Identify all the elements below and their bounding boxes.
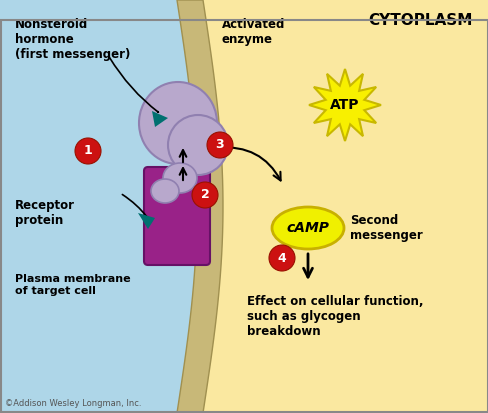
- Circle shape: [268, 245, 294, 271]
- Ellipse shape: [139, 82, 217, 164]
- Text: 1: 1: [83, 145, 92, 157]
- Text: cAMP: cAMP: [286, 221, 329, 235]
- Ellipse shape: [168, 115, 227, 175]
- Text: 3: 3: [215, 138, 224, 152]
- Text: Plasma membrane
of target cell: Plasma membrane of target cell: [15, 274, 130, 296]
- Text: Effect on cellular function,
such as glycogen
breakdown: Effect on cellular function, such as gly…: [246, 295, 423, 338]
- Text: ATP: ATP: [329, 98, 359, 112]
- Text: Receptor
protein: Receptor protein: [15, 199, 75, 227]
- Ellipse shape: [271, 207, 343, 249]
- Text: ©Addison Wesley Longman, Inc.: ©Addison Wesley Longman, Inc.: [5, 399, 141, 408]
- Text: CYTOPLASM: CYTOPLASM: [367, 13, 471, 28]
- Text: 2: 2: [200, 188, 209, 202]
- FancyBboxPatch shape: [143, 167, 209, 265]
- Polygon shape: [152, 111, 168, 127]
- Polygon shape: [308, 69, 380, 141]
- Ellipse shape: [151, 179, 179, 203]
- Text: 4: 4: [277, 252, 286, 264]
- Polygon shape: [177, 0, 488, 413]
- Text: Activated
enzyme: Activated enzyme: [222, 18, 285, 46]
- Circle shape: [192, 182, 218, 208]
- Text: Second
messenger: Second messenger: [349, 214, 422, 242]
- Text: Nonsteroid
hormone
(first messenger): Nonsteroid hormone (first messenger): [15, 18, 130, 61]
- Polygon shape: [138, 213, 155, 229]
- Circle shape: [206, 132, 232, 158]
- Circle shape: [75, 138, 101, 164]
- Ellipse shape: [163, 163, 197, 193]
- Polygon shape: [177, 0, 223, 413]
